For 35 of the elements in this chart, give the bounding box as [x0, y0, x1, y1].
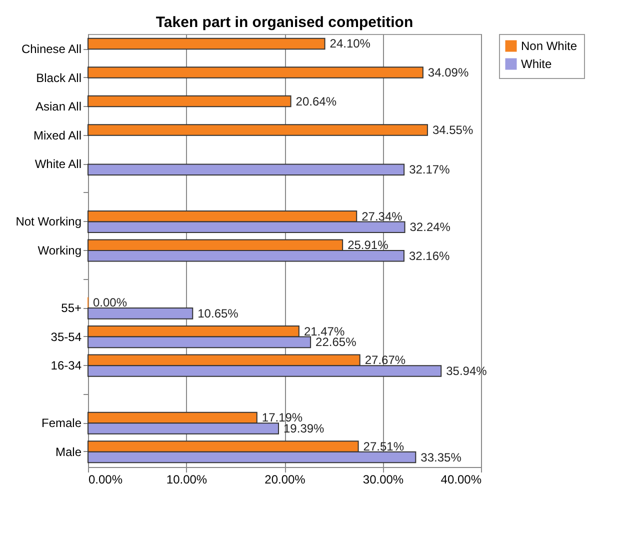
data-label: 34.55% — [432, 123, 474, 138]
data-label: 35.94% — [446, 364, 488, 378]
y-tick-label: Chinese All — [21, 42, 82, 56]
y-tick-label: Not Working — [16, 214, 82, 229]
y-tick-label: 35-54 — [50, 330, 82, 344]
y-tick-label: White All — [34, 157, 82, 172]
x-tick-label: 20.00% — [264, 472, 306, 486]
legend-label: White — [521, 57, 552, 71]
data-label: 32.16% — [408, 248, 450, 263]
y-tick-label: 16-34 — [50, 358, 82, 373]
data-label: 27.34% — [362, 209, 403, 224]
legend-label: Non White — [521, 39, 578, 53]
data-label: 25.91% — [348, 238, 389, 252]
data-label: 20.64% — [296, 94, 337, 108]
data-label: 33.35% — [420, 450, 462, 464]
x-tick-label: 40.00% — [440, 472, 482, 486]
y-tick-label: 55+ — [61, 301, 82, 316]
y-tick-label: Male — [55, 444, 82, 459]
y-tick-label: Asian All — [35, 100, 82, 114]
x-tick-label: 10.00% — [166, 472, 208, 486]
x-tick-label: 30.00% — [362, 472, 404, 486]
data-label: 10.65% — [198, 306, 239, 320]
y-tick-label: Female — [41, 416, 82, 430]
data-label: 27.51% — [363, 440, 404, 454]
data-label: 0.00% — [93, 296, 128, 310]
x-tick-label: 0.00% — [88, 472, 123, 486]
data-label: 32.17% — [409, 162, 450, 177]
data-label: 34.09% — [428, 65, 469, 80]
data-label: 32.24% — [410, 220, 451, 234]
data-label: 27.67% — [364, 353, 406, 368]
chart-title: Taken part in organised competition — [156, 14, 414, 31]
data-label: 24.10% — [330, 36, 371, 51]
y-tick-label: Black All — [36, 70, 82, 85]
y-tick-label: Working — [38, 244, 82, 258]
y-tick-label: Mixed All — [33, 128, 82, 142]
